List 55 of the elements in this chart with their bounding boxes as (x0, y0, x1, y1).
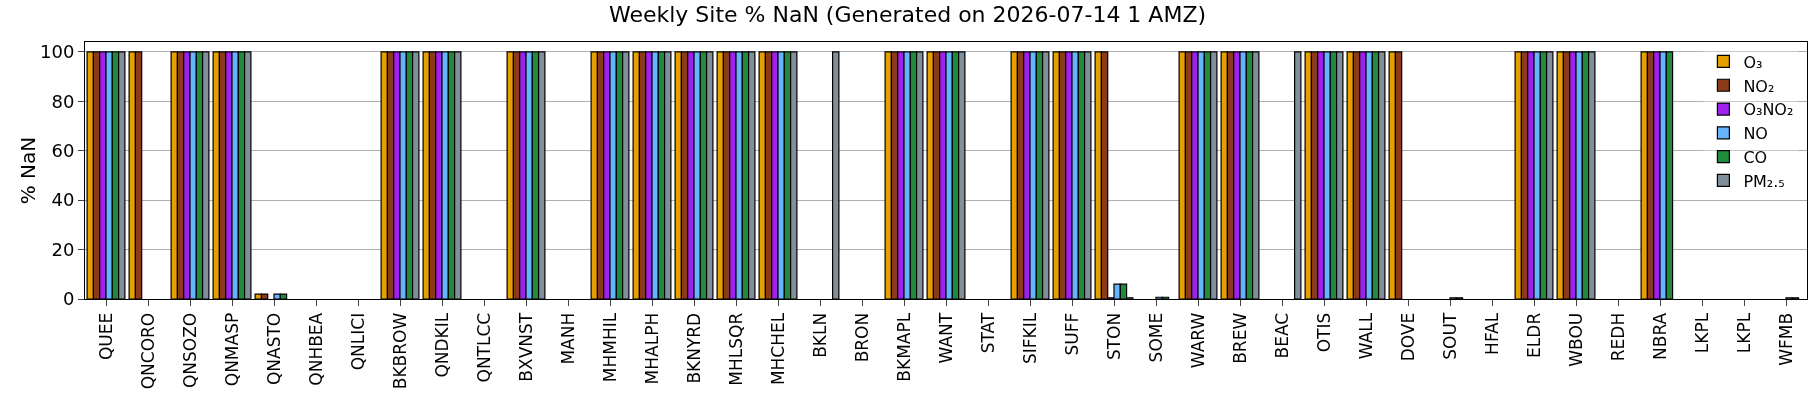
x-tick-label: BRON (851, 312, 872, 363)
x-tick-label: SIFKIL (1019, 312, 1040, 365)
x-tick-label: WFMB (1775, 312, 1796, 366)
y-tick-label: 80 (51, 90, 75, 112)
x-tick-label: SOUT (1439, 312, 1460, 360)
x-tick-label: MHMHIL (599, 312, 620, 383)
chart-title: Weekly Site % NaN (Generated on 2026-07-14 1 AMZ) (608, 1, 1207, 27)
x-tick-label: OTIS (1313, 312, 1334, 353)
x-tick-label: WBOU (1565, 312, 1586, 367)
x-tick-label: MHCHEL (767, 312, 788, 386)
x-tick-label: STAT (977, 312, 998, 354)
x-tick-label: DOVE (1397, 312, 1418, 362)
legend-label: O₃NO₂ (1743, 100, 1794, 120)
x-tick-label: QNHBEA (305, 312, 326, 386)
x-tick-label: REDH (1607, 312, 1628, 362)
x-tick-label: MHLSQR (725, 312, 746, 386)
x-tick-label: HFAL (1481, 312, 1502, 355)
legend-label: O₃ (1743, 52, 1763, 72)
x-tick-label: BREW (1229, 312, 1250, 364)
x-tick-label: QNASTO (263, 312, 284, 386)
y-tick-label: 60 (51, 140, 75, 162)
x-tick-label: QNLICI (347, 312, 368, 371)
x-tick-label: SUFF (1061, 312, 1082, 356)
x-tick-label: WARW (1187, 312, 1208, 369)
y-tick-label: 20 (51, 238, 75, 260)
x-tick-label: QNMASP (221, 312, 242, 387)
x-tick-label: WALL (1355, 312, 1376, 360)
x-tick-label: BKBROW (389, 312, 410, 390)
x-tick-label: BEAC (1271, 312, 1292, 359)
legend-label: PM₂.₅ (1743, 171, 1785, 191)
x-tick-label: STON (1103, 312, 1124, 361)
x-tick-label: WANT (935, 312, 956, 364)
x-tick-label: ELDR (1523, 312, 1544, 358)
x-tick-label: BKMAPL (893, 312, 914, 382)
legend-label: NO (1743, 124, 1768, 144)
x-tick-label: QNCORO (137, 312, 158, 390)
x-tick-label: QNTLCC (473, 312, 494, 383)
x-tick-label: MANH (557, 312, 578, 365)
x-tick-label: QNDKIL (431, 312, 452, 378)
legend-label: CO (1743, 147, 1768, 167)
x-tick-label: MHALPH (641, 312, 662, 385)
y-tick-label: 100 (40, 41, 75, 63)
legend-label: NO₂ (1743, 76, 1775, 96)
x-tick-label: LKPL (1691, 312, 1712, 354)
x-tick-label: LKPL (1733, 312, 1754, 354)
x-tick-label: BXVNST (515, 312, 536, 382)
x-tick-label: QUEE (95, 312, 116, 361)
y-tick-label: 40 (51, 189, 75, 211)
x-tick-label: BKNYRD (683, 312, 704, 384)
x-tick-label: NBRA (1649, 312, 1670, 360)
y-tick-label: 0 (62, 288, 75, 310)
x-tick-label: BKLN (809, 312, 830, 358)
y-axis-title: % NaN (16, 136, 40, 205)
x-tick-label: SOME (1145, 312, 1166, 363)
x-tick-label: QNSOZO (179, 312, 200, 389)
